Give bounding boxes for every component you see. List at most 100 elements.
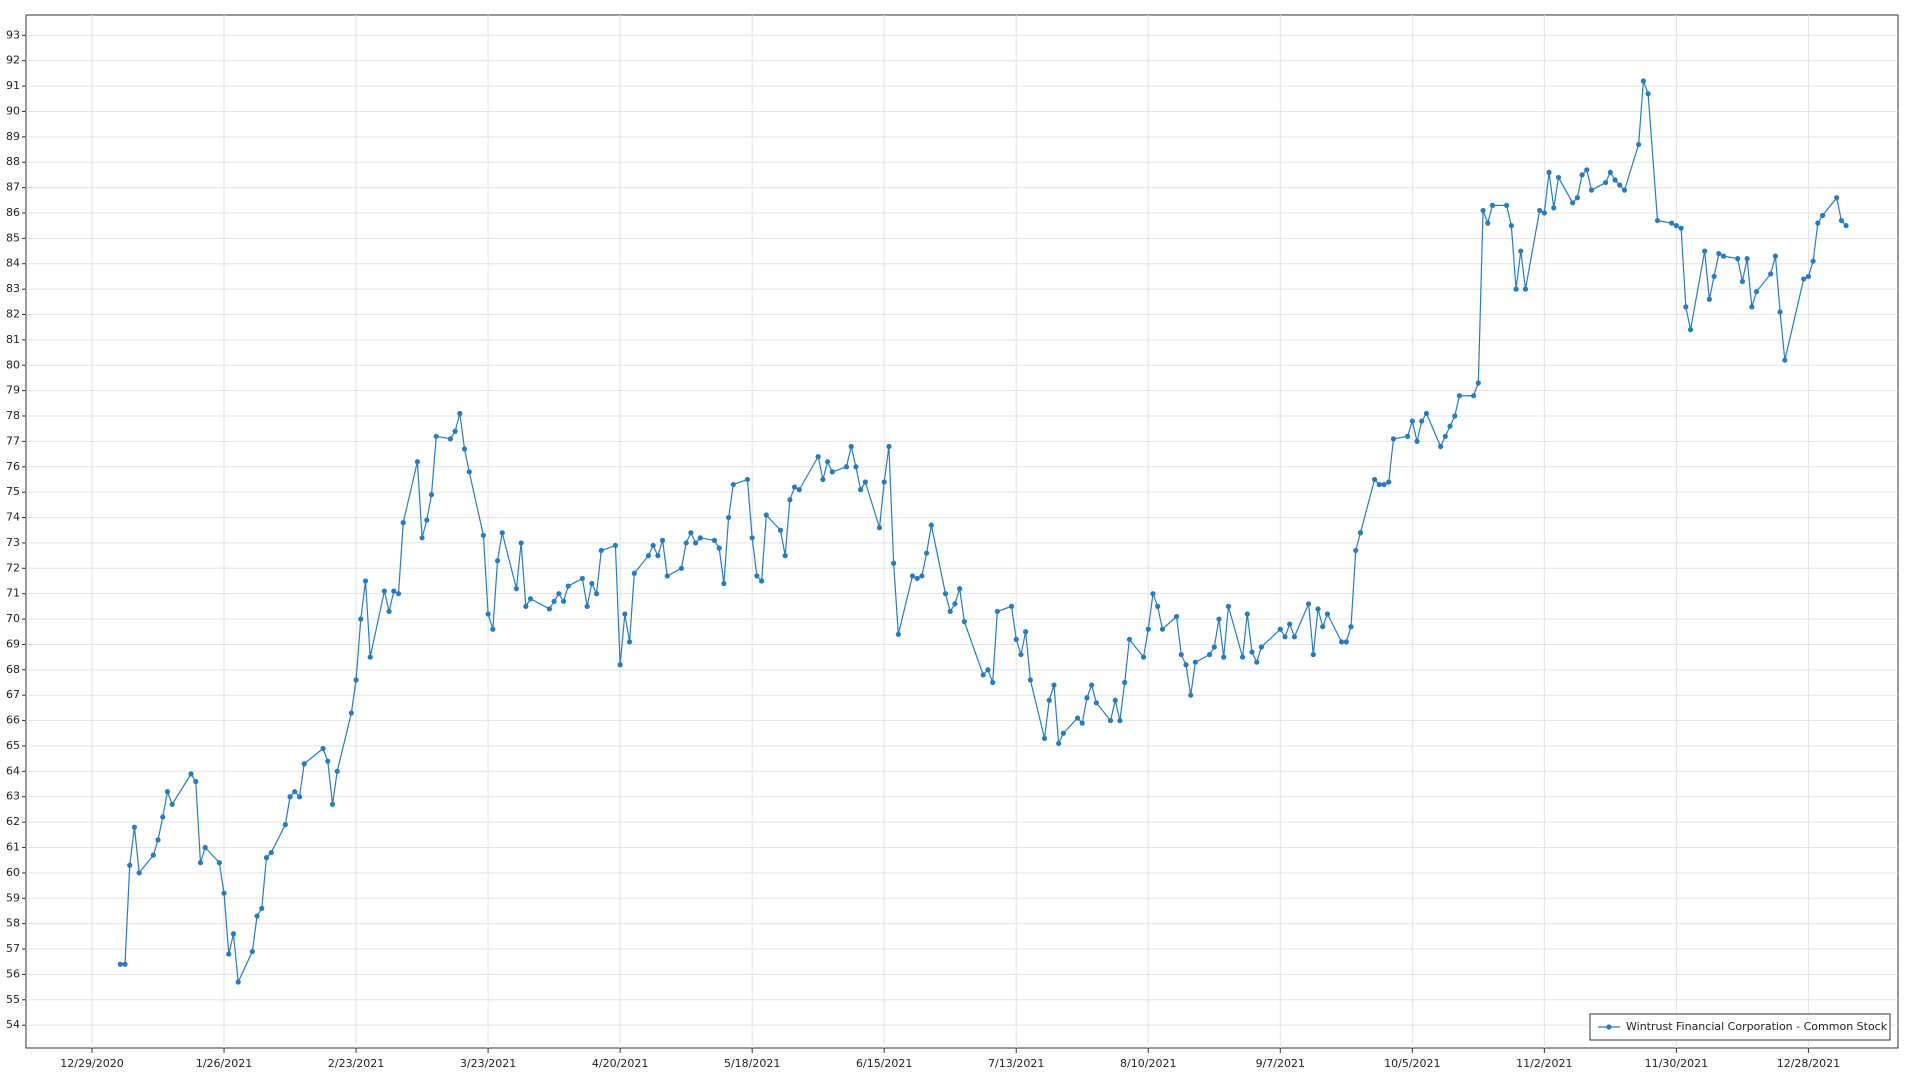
data-point	[565, 583, 571, 589]
data-point	[202, 844, 208, 851]
data-point	[957, 586, 963, 592]
data-point	[1475, 380, 1481, 386]
data-point	[1782, 357, 1788, 363]
data-point	[499, 530, 505, 536]
data-point	[1753, 289, 1760, 295]
data-point	[612, 542, 619, 549]
data-point	[122, 961, 128, 967]
data-point	[994, 608, 1000, 615]
y-tick-label: 85	[6, 231, 20, 244]
data-point	[391, 588, 397, 594]
data-point	[457, 410, 463, 417]
series-line	[120, 80, 1847, 985]
data-point	[796, 487, 802, 493]
data-point	[1310, 651, 1316, 658]
data-point	[1074, 715, 1081, 721]
x-tick-label: 11/30/2021	[1645, 1057, 1708, 1070]
data-point	[947, 608, 953, 615]
data-point	[584, 603, 590, 609]
data-point	[395, 591, 402, 597]
y-tick-label: 58	[6, 917, 20, 930]
data-point	[1621, 187, 1628, 193]
data-point	[1041, 735, 1048, 741]
data-point	[1405, 433, 1411, 439]
data-point	[1810, 258, 1816, 264]
data-point	[1079, 720, 1085, 726]
data-point	[1343, 639, 1349, 645]
data-point	[334, 768, 340, 774]
data-point	[301, 761, 307, 767]
data-point	[230, 931, 237, 937]
data-point	[259, 905, 265, 912]
y-tick-label: 84	[6, 257, 20, 270]
data-point	[942, 591, 949, 597]
data-point	[787, 497, 793, 503]
data-point	[1489, 202, 1496, 208]
data-point	[164, 789, 171, 795]
data-point	[853, 464, 859, 470]
data-point	[1419, 418, 1425, 424]
data-point	[928, 522, 934, 528]
data-point	[1603, 179, 1609, 186]
data-point	[419, 535, 425, 541]
y-tick-label: 79	[6, 384, 20, 397]
data-point	[1504, 202, 1510, 208]
data-point	[150, 852, 156, 858]
data-point	[1471, 393, 1477, 399]
data-point	[1815, 220, 1821, 226]
y-tick-label: 77	[6, 434, 20, 447]
grid	[26, 15, 1898, 1048]
data-point	[1159, 626, 1166, 632]
data-point	[546, 606, 553, 612]
data-point	[593, 591, 600, 597]
x-tick-label: 12/29/2020	[60, 1057, 123, 1070]
data-point	[777, 527, 784, 533]
data-point	[589, 580, 595, 587]
data-point	[188, 771, 194, 777]
data-point	[367, 654, 373, 660]
data-point	[263, 855, 270, 861]
data-point	[1508, 223, 1514, 229]
x-tick-label: 10/5/2021	[1384, 1057, 1440, 1070]
data-point	[711, 537, 718, 543]
y-tick-label: 89	[6, 130, 20, 143]
data-point	[494, 558, 501, 564]
data-point	[730, 481, 736, 488]
y-tick-label: 55	[6, 993, 20, 1006]
data-point	[1060, 730, 1066, 736]
data-point	[1480, 207, 1486, 214]
data-point	[617, 662, 623, 668]
data-point	[754, 573, 760, 579]
y-tick-label: 67	[6, 688, 20, 701]
data-point	[1409, 418, 1415, 424]
data-point	[1541, 210, 1547, 216]
data-point	[692, 540, 699, 546]
data-point	[1390, 436, 1397, 442]
y-tick-label: 69	[6, 637, 20, 650]
data-point	[1687, 327, 1694, 333]
data-point	[1206, 651, 1213, 658]
y-tick-label: 86	[6, 206, 20, 219]
data-point	[197, 860, 204, 866]
data-point	[1282, 634, 1288, 640]
data-point	[626, 639, 633, 645]
data-point	[891, 560, 897, 566]
x-tick-label: 3/23/2021	[460, 1057, 516, 1070]
data-point	[1192, 659, 1199, 665]
data-point	[1607, 169, 1613, 175]
data-point	[221, 890, 227, 896]
data-point	[886, 443, 892, 450]
data-point	[1178, 651, 1184, 658]
data-point	[1574, 195, 1580, 201]
y-tick-label: 57	[6, 942, 20, 955]
data-point	[1183, 662, 1189, 668]
y-tick-label: 87	[6, 181, 20, 194]
y-tick-label: 92	[6, 54, 20, 67]
y-tick-label: 82	[6, 307, 20, 320]
data-point	[1749, 304, 1755, 310]
data-point	[1107, 717, 1114, 724]
y-tick-label: 90	[6, 104, 20, 117]
data-point	[985, 667, 991, 673]
data-point	[1008, 603, 1015, 609]
